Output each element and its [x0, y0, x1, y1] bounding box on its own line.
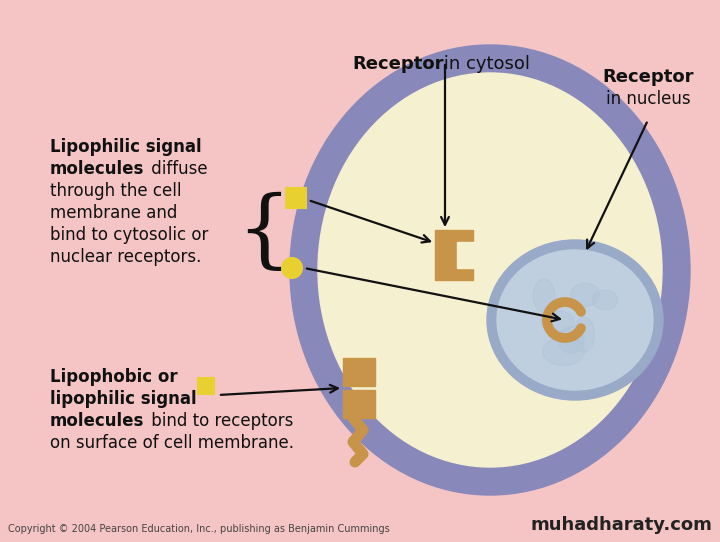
Bar: [198, 378, 214, 394]
Ellipse shape: [497, 250, 653, 390]
Text: Copyright © 2004 Pearson Education, Inc., publishing as Benjamin Cummings: Copyright © 2004 Pearson Education, Inc.…: [8, 524, 390, 534]
Text: Lipophobic or: Lipophobic or: [50, 368, 178, 386]
Ellipse shape: [318, 73, 662, 467]
Ellipse shape: [534, 279, 555, 313]
Text: on surface of cell membrane.: on surface of cell membrane.: [50, 434, 294, 452]
Text: through the cell: through the cell: [50, 182, 181, 200]
Bar: [435, 230, 473, 280]
Circle shape: [282, 258, 302, 278]
Text: bind to receptors: bind to receptors: [146, 412, 293, 430]
Bar: [343, 390, 375, 418]
Text: {: {: [237, 191, 292, 275]
Text: muhadharaty.com: muhadharaty.com: [530, 516, 712, 534]
Ellipse shape: [571, 283, 600, 306]
Text: molecules: molecules: [50, 160, 145, 178]
Ellipse shape: [592, 290, 618, 309]
Ellipse shape: [574, 317, 595, 352]
Ellipse shape: [543, 338, 585, 365]
Text: nuclear receptors.: nuclear receptors.: [50, 248, 202, 266]
Ellipse shape: [541, 311, 574, 333]
Ellipse shape: [290, 45, 690, 495]
Bar: [343, 358, 375, 386]
Ellipse shape: [558, 327, 584, 353]
Bar: [457, 242, 479, 268]
Ellipse shape: [487, 240, 663, 400]
Text: Lipophilic signal: Lipophilic signal: [50, 138, 202, 156]
Text: in nucleus: in nucleus: [606, 90, 690, 108]
Text: membrane and: membrane and: [50, 204, 177, 222]
Bar: [286, 188, 306, 208]
Text: Receptor: Receptor: [602, 68, 694, 86]
Text: in cytosol: in cytosol: [438, 55, 530, 73]
Text: bind to cytosolic or: bind to cytosolic or: [50, 226, 208, 244]
Text: molecules: molecules: [50, 412, 145, 430]
Text: diffuse: diffuse: [146, 160, 207, 178]
Text: Receptor: Receptor: [352, 55, 444, 73]
Text: lipophilic signal: lipophilic signal: [50, 390, 197, 408]
